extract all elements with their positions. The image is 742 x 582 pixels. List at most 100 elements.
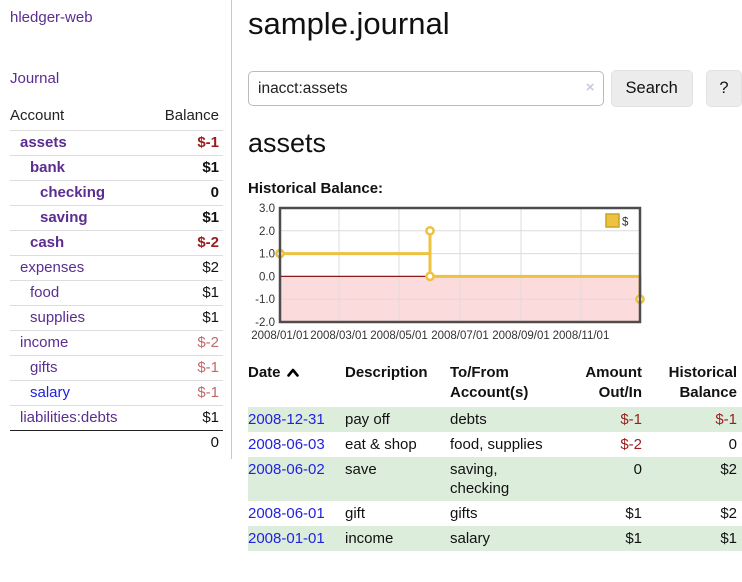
transaction-accounts: food, supplies (450, 436, 543, 453)
account-row: bank $1 (10, 155, 223, 181)
transaction-description: pay off (345, 411, 390, 428)
clear-search-icon[interactable]: × (585, 79, 595, 96)
svg-text:2008/09/01: 2008/09/01 (492, 330, 550, 342)
account-heading: assets (248, 128, 327, 158)
svg-text:3.0: 3.0 (259, 203, 275, 215)
account-link-gifts[interactable]: gifts (30, 359, 58, 376)
register-row: 2008-06-03 eat & shop food, supplies $-2… (248, 432, 742, 457)
transaction-amount: $-2 (620, 436, 642, 453)
svg-text:2008/07/01: 2008/07/01 (431, 330, 489, 342)
account-balance: $-1 (148, 355, 223, 381)
transaction-accounts: gifts (450, 505, 478, 522)
account-row: assets $-1 (10, 130, 223, 156)
account-balance: $-2 (148, 330, 223, 356)
transaction-date-link[interactable]: 2008-12-31 (248, 411, 325, 428)
transaction-amount: $1 (625, 505, 642, 522)
transaction-balance: $2 (720, 461, 737, 478)
account-row: checking 0 (10, 180, 223, 206)
account-link-assets[interactable]: assets (20, 134, 67, 151)
account-link-checking[interactable]: checking (40, 184, 106, 201)
transaction-date-link[interactable]: 2008-06-03 (248, 436, 325, 453)
account-row: expenses $2 (10, 255, 223, 281)
account-link-supplies[interactable]: supplies (30, 309, 86, 326)
transaction-amount: 0 (633, 461, 642, 478)
account-link-food[interactable]: food (30, 284, 60, 301)
sidebar: hledger-web Journal Account Balance asse… (0, 0, 232, 459)
main-content: sample.journal × Search ? assets Histori… (248, 0, 742, 551)
svg-text:1.0: 1.0 (259, 249, 275, 261)
sort-ascending-icon (286, 368, 299, 377)
svg-text:0.0: 0.0 (259, 271, 275, 283)
account-balance: $1 (148, 205, 223, 231)
account-link-salary[interactable]: salary (30, 384, 71, 401)
transaction-amount: $-1 (620, 411, 642, 428)
account-balance: $1 (148, 155, 223, 181)
account-balance: $-1 (148, 380, 223, 406)
page-title: sample.journal (248, 6, 450, 41)
account-row: income $-2 (10, 330, 223, 356)
x-axis-labels: 2008/01/01 2008/03/01 2008/05/01 2008/07… (251, 330, 609, 342)
account-balance: $2 (148, 255, 223, 281)
transaction-balance: $2 (720, 505, 737, 522)
account-row: liabilities:debts $1 (10, 405, 223, 431)
transaction-description: gift (345, 505, 366, 522)
historical-balance-chart: $ 3.0 2.0 1.0 0.0 -1.0 -2.0 2008/01/01 2… (248, 202, 742, 348)
account-balance: $-1 (148, 130, 223, 156)
svg-text:2008/11/01: 2008/11/01 (553, 330, 610, 342)
transaction-description: income (345, 530, 394, 547)
sidebar-item-journal[interactable]: Journal (10, 70, 60, 87)
register-table: Date Description To/From Account(s) Amou… (248, 363, 742, 551)
account-row: gifts $-1 (10, 355, 223, 381)
account-link-income[interactable]: income (20, 334, 69, 351)
svg-text:-2.0: -2.0 (255, 317, 275, 329)
transaction-accounts: debts (450, 411, 487, 428)
svg-text:2008/05/01: 2008/05/01 (370, 330, 428, 342)
register-header-description: Description (345, 364, 428, 381)
app-brand-link[interactable]: hledger-web (10, 9, 93, 26)
account-link-bank[interactable]: bank (30, 159, 66, 176)
account-row: supplies $1 (10, 305, 223, 331)
accounts-header-account: Account (10, 107, 65, 124)
accounts-table: Account Balance assets $-1 bank $1 check… (10, 103, 223, 455)
register-header-balance: Historical Balance (668, 364, 737, 401)
account-link-expenses[interactable]: expenses (20, 259, 85, 276)
transaction-description: eat & shop (345, 436, 417, 453)
transaction-date-link[interactable]: 2008-06-02 (248, 461, 325, 478)
account-balance: 0 (148, 180, 223, 206)
transaction-date-link[interactable]: 2008-06-01 (248, 505, 325, 522)
chart-legend: $ (605, 213, 629, 229)
register-row: 2008-01-01 income salary $1 $1 (248, 526, 742, 551)
account-balance: $1 (148, 305, 223, 331)
legend-swatch (605, 213, 620, 228)
search-button[interactable]: Search (610, 70, 693, 107)
svg-text:2.0: 2.0 (259, 226, 275, 238)
transaction-balance: 0 (728, 436, 737, 453)
account-link-saving[interactable]: saving (40, 209, 88, 226)
register-header-tofrom: To/From Account(s) (450, 364, 529, 401)
register-header-date[interactable]: Date (248, 363, 345, 403)
accounts-total-value: 0 (148, 430, 223, 455)
account-balance: $1 (148, 280, 223, 306)
chart-canvas: $ 3.0 2.0 1.0 0.0 -1.0 -2.0 2008/01/01 2… (251, 203, 645, 342)
transaction-balance: $1 (720, 530, 737, 547)
transaction-balance: $-1 (715, 411, 737, 428)
legend-label: $ (622, 217, 629, 229)
register-row: 2008-06-02 save saving, checking 0 $2 (248, 457, 742, 501)
register-header-row: Date Description To/From Account(s) Amou… (248, 363, 742, 403)
vertical-gridlines (338, 208, 582, 322)
accounts-total-row: 0 (10, 430, 223, 455)
account-row: cash $-2 (10, 230, 223, 256)
account-balance: $-2 (148, 230, 223, 256)
register-header-amount: Amount Out/In (585, 364, 642, 401)
plot-border (278, 206, 642, 324)
help-button[interactable]: ? (705, 70, 742, 107)
transaction-date-link[interactable]: 2008-01-01 (248, 530, 325, 547)
search-input[interactable] (248, 71, 604, 106)
svg-text:-1.0: -1.0 (255, 294, 275, 306)
svg-text:2008/03/01: 2008/03/01 (310, 330, 368, 342)
y-axis-labels: 3.0 2.0 1.0 0.0 -1.0 -2.0 (255, 203, 275, 329)
account-link-liabilities-debts[interactable]: liabilities:debts (20, 409, 118, 426)
svg-text:2008/01/01: 2008/01/01 (251, 330, 309, 342)
account-row: salary $-1 (10, 380, 223, 406)
account-link-cash[interactable]: cash (30, 234, 65, 251)
